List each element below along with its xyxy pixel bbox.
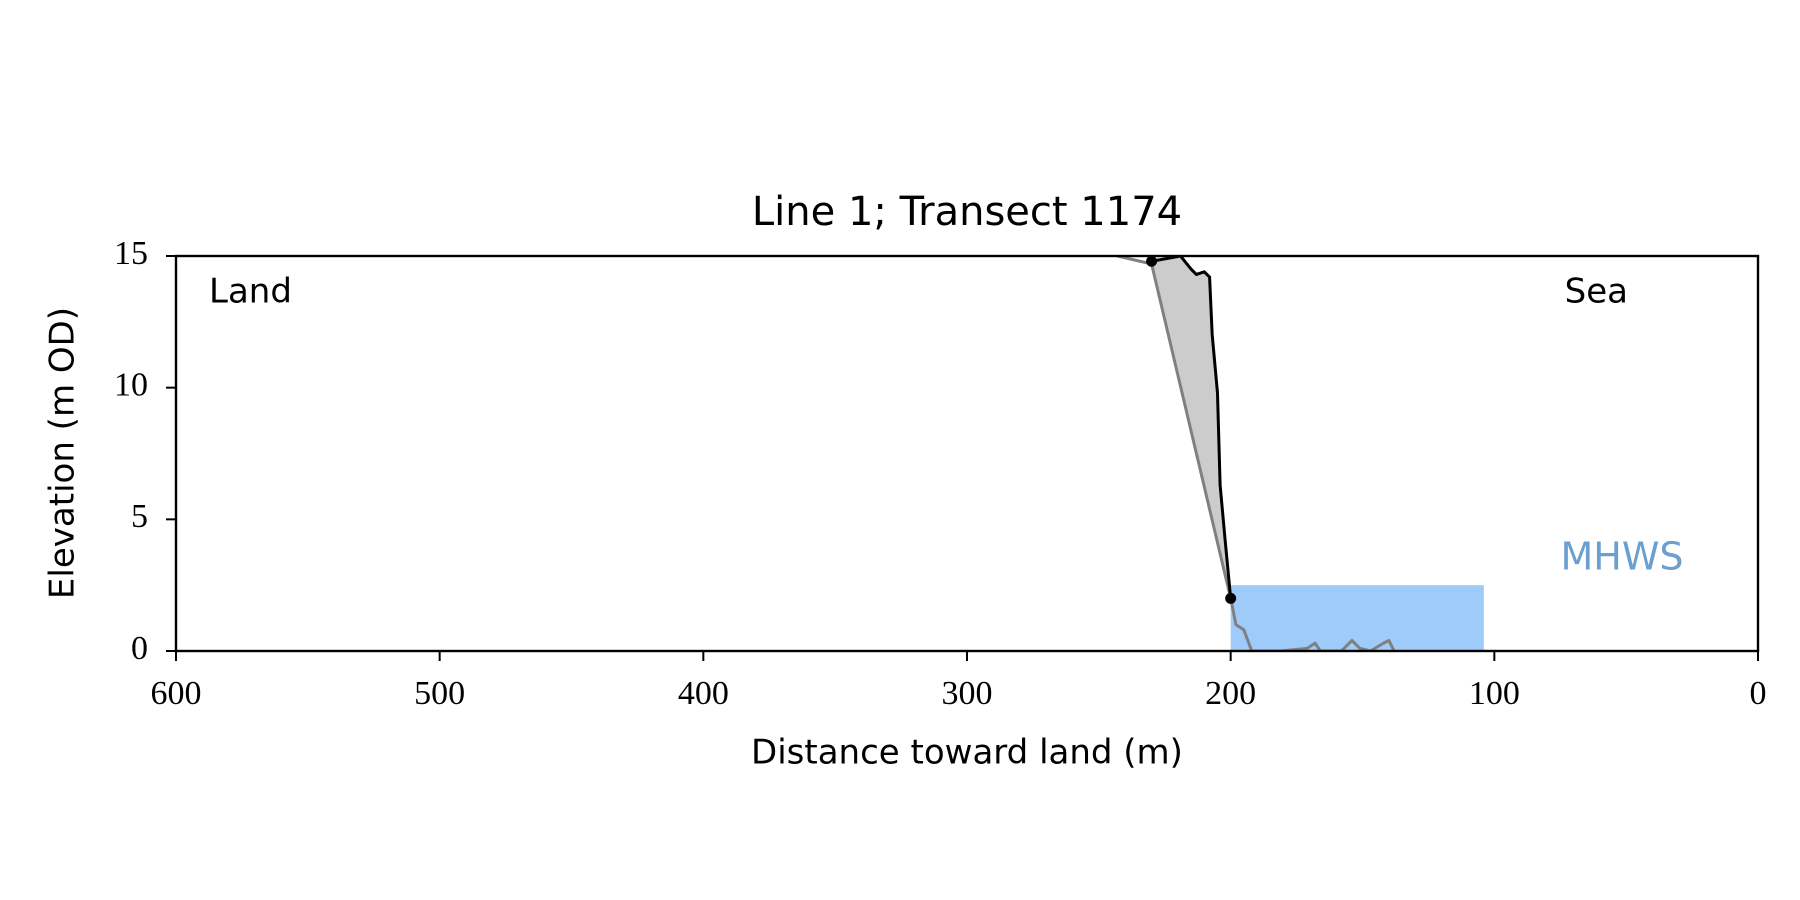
x-tick-label: 600 [151,675,202,712]
x-tick-label: 100 [1469,675,1520,712]
y-tick-label: 0 [131,630,148,667]
axes: 600 500 400 300 200 100 0 0 5 10 15 [114,235,1767,712]
x-tick-label: 400 [678,675,729,712]
x-tick-label: 300 [942,675,993,712]
x-tick-label: 500 [414,675,465,712]
profile-line [1116,256,1396,651]
point-marker [1146,255,1158,267]
plot-area [1116,256,1484,651]
mhws-area [1230,585,1484,651]
profile-line [1151,256,1233,599]
y-tick-label: 15 [114,235,148,272]
y-tick-label: 10 [114,366,148,403]
plot-frame [174,254,1760,653]
annotation-sea: Sea [1565,272,1628,312]
mhws-label: MHWS [1560,535,1683,579]
y-axis-label: Elevation (m OD) [43,307,83,599]
x-axis-label: Distance toward land (m) [751,733,1183,773]
point-marker [1225,592,1237,604]
x-tick-label: 0 [1750,675,1767,712]
chart-title: Line 1; Transect 1174 [752,189,1182,235]
y-tick-label: 5 [131,498,148,535]
annotation-land: Land [209,272,292,312]
x-tick-label: 200 [1205,675,1256,712]
